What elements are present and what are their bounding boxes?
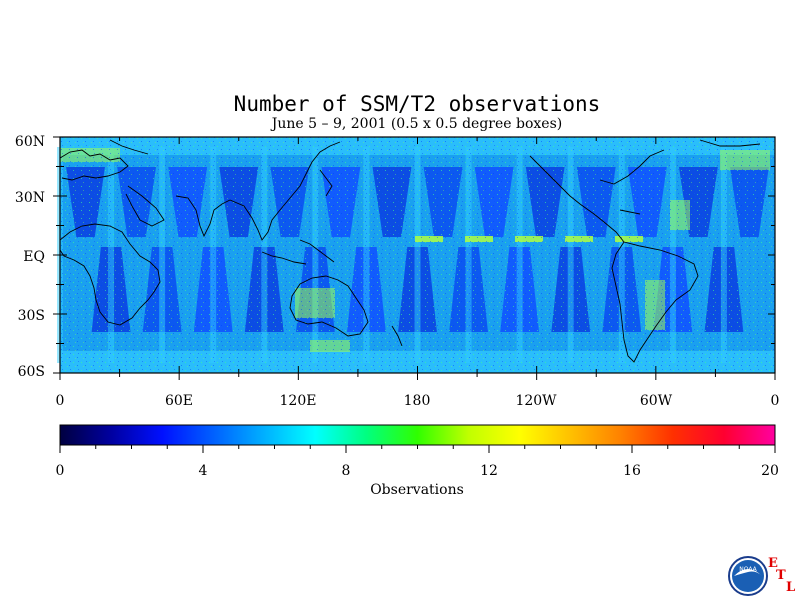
colorbar-tick-label: 20	[761, 463, 779, 479]
noise-overlay	[60, 137, 775, 373]
map-title: Number of SSM/T2 observations	[233, 92, 601, 116]
lon-label: 60E	[164, 393, 194, 409]
lon-label: 60W	[639, 393, 673, 409]
lon-label: 120E	[279, 393, 317, 409]
colorbar-tick-label: 0	[55, 463, 65, 479]
lon-label: 180	[403, 393, 431, 409]
lon-label: 0	[55, 393, 65, 409]
colorbar-tick-label: 4	[198, 463, 208, 479]
etl-letter: T	[776, 568, 786, 583]
noaa-logo: NOAA	[728, 556, 768, 596]
coastlines	[59, 139, 761, 363]
colorbar-bar	[59, 424, 776, 446]
svg-text:NOAA: NOAA	[739, 566, 757, 573]
map-subtitle: June 5 – 9, 2001 (0.5 x 0.5 degree boxes…	[271, 116, 563, 132]
map-ticks	[53, 136, 776, 380]
lon-label: 120W	[515, 393, 557, 409]
colorbar	[59, 424, 776, 453]
lat-label: 60S	[17, 364, 45, 380]
etl-letter: L	[786, 580, 796, 595]
colorbar-title: Observations	[370, 482, 464, 498]
colorbar-tick-label: 16	[623, 463, 641, 479]
lat-label: 30N	[14, 190, 45, 206]
lat-label: 30S	[17, 308, 45, 324]
etl-letter: E	[768, 556, 778, 571]
lat-label: EQ	[23, 249, 45, 265]
lat-label: 60N	[14, 134, 45, 150]
colorbar-tick-label: 12	[480, 463, 498, 479]
colorbar-tick-label: 8	[341, 463, 351, 479]
lon-label: 0	[770, 393, 780, 409]
